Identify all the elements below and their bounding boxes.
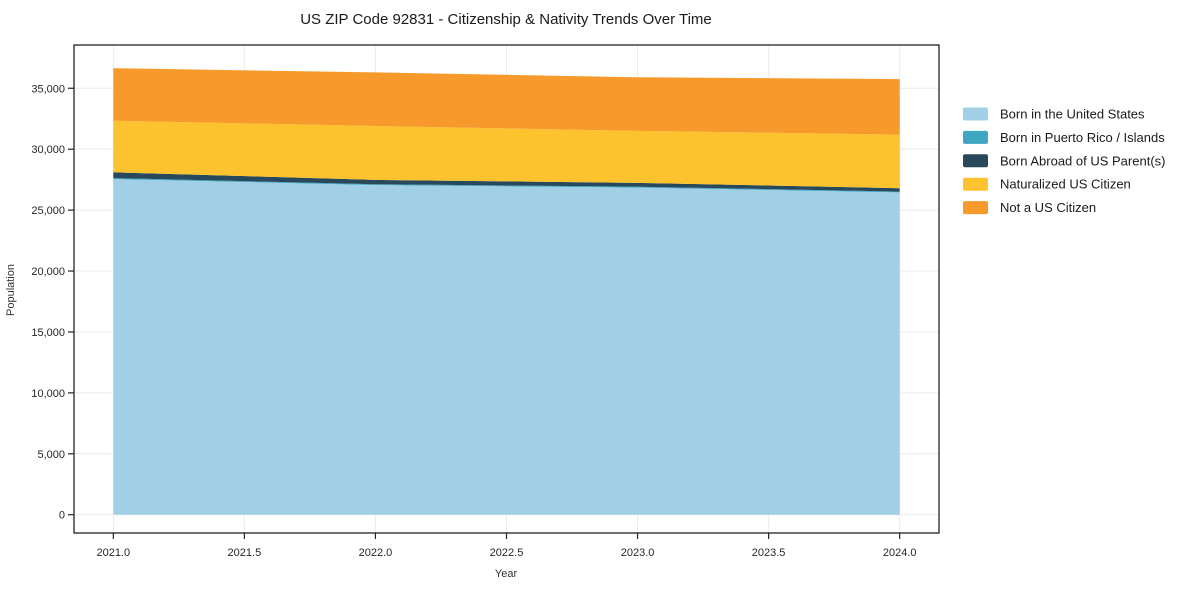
legend-label: Born Abroad of US Parent(s) bbox=[1000, 153, 1165, 168]
x-axis-label: Year bbox=[495, 568, 518, 580]
legend-item: Not a US Citizen bbox=[963, 200, 1096, 215]
x-tick-label: 2022.0 bbox=[359, 547, 393, 559]
y-tick-label: 10,000 bbox=[31, 388, 65, 400]
x-tick-label: 2024.0 bbox=[883, 547, 917, 559]
x-tick-label: 2023.0 bbox=[621, 547, 655, 559]
legend-label: Not a US Citizen bbox=[1000, 200, 1096, 215]
x-tick-label: 2021.5 bbox=[228, 547, 262, 559]
legend-item: Born in Puerto Rico / Islands bbox=[963, 130, 1165, 145]
y-tick-label: 0 bbox=[59, 510, 65, 522]
legend-swatch bbox=[963, 177, 988, 191]
legend: Born in the United States Born in Puerto … bbox=[963, 107, 1165, 215]
legend-item: Born in the United States bbox=[963, 107, 1145, 122]
y-axis-label: Population bbox=[5, 264, 17, 316]
legend-label: Naturalized US Citizen bbox=[1000, 177, 1131, 192]
y-tick-label: 35,000 bbox=[31, 83, 65, 95]
area-series-naturalized-us-citizen bbox=[113, 120, 900, 189]
ticks-layer: 0 5,000 10,000 15,000 20,000 25,000 30,000 35,0… bbox=[31, 83, 916, 559]
legend-swatch bbox=[963, 154, 988, 168]
x-tick-label: 2021.0 bbox=[96, 547, 130, 559]
y-tick-label: 20,000 bbox=[31, 266, 65, 278]
x-tick-label: 2023.5 bbox=[752, 547, 786, 559]
legend-item: Naturalized US Citizen bbox=[963, 177, 1131, 192]
y-tick-label: 30,000 bbox=[31, 144, 65, 156]
y-tick-label: 25,000 bbox=[31, 205, 65, 217]
y-tick-label: 5,000 bbox=[37, 449, 65, 461]
legend-item: Born Abroad of US Parent(s) bbox=[963, 153, 1165, 168]
area-series-not-a-us-citizen bbox=[113, 68, 900, 135]
legend-swatch bbox=[963, 130, 988, 144]
legend-label: Born in Puerto Rico / Islands bbox=[1000, 130, 1165, 145]
stacked-areas-layer bbox=[113, 68, 900, 515]
y-tick-label: 15,000 bbox=[31, 327, 65, 339]
legend-swatch bbox=[963, 201, 988, 215]
area-series-born-in-the-united-states bbox=[113, 179, 900, 515]
x-tick-label: 2022.5 bbox=[490, 547, 524, 559]
legend-label: Born in the United States bbox=[1000, 107, 1145, 122]
chart-title: US ZIP Code 92831 - Citizenship & Nativi… bbox=[300, 11, 712, 28]
area-series-born-abroad-of-us-parent-s- bbox=[113, 172, 900, 192]
legend-swatch bbox=[963, 107, 988, 121]
